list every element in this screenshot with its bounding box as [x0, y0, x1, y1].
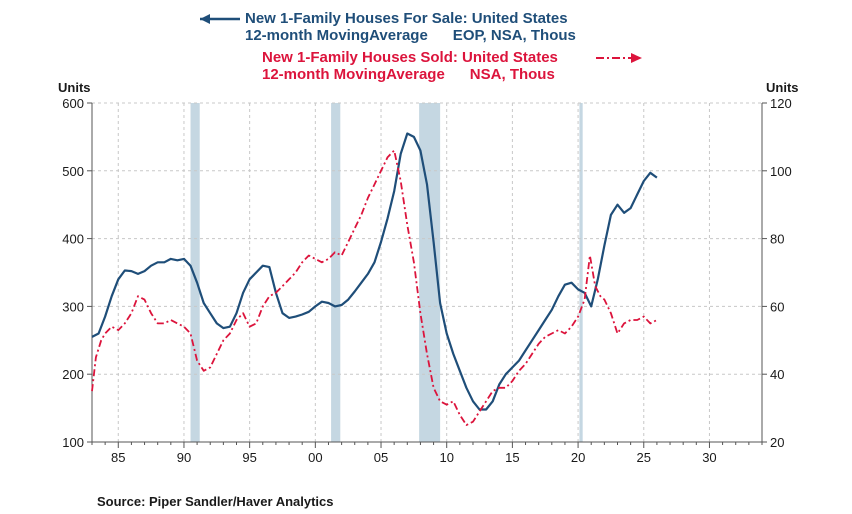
right-tick-label: 40	[770, 367, 784, 382]
recession-band	[331, 103, 341, 442]
tick-labels: 100 200 300 400 500 600 20 40 60 80 100 120 85 90 95 00…	[62, 96, 791, 465]
axes	[87, 102, 767, 448]
recession-band	[579, 103, 583, 442]
left-tick-label: 400	[62, 232, 84, 247]
legend-series2-line1: New 1-Family Houses Sold: United States	[262, 49, 558, 66]
left-tick-label: 500	[62, 164, 84, 179]
left-axis-label: Units	[58, 80, 91, 95]
legend-series1-line1: New 1-Family Houses For Sale: United Sta…	[245, 10, 568, 27]
right-tick-label: 120	[770, 96, 792, 111]
legend-series2-line2: 12-month MovingAverage NSA, Thous	[262, 66, 555, 83]
x-tick-label: 95	[242, 450, 256, 465]
recession-band	[190, 103, 200, 442]
x-tick-label: 90	[177, 450, 191, 465]
right-tick-label: 60	[770, 299, 784, 314]
series-sold-line	[91, 149, 658, 426]
right-tick-label: 20	[770, 435, 784, 450]
recession-band	[419, 103, 441, 442]
x-tick-label: 05	[374, 450, 388, 465]
recession-bands	[190, 103, 583, 442]
left-tick-label: 600	[62, 96, 84, 111]
right-axis-label: Units	[766, 80, 799, 95]
x-tick-label: 10	[439, 450, 453, 465]
source-note: Source: Piper Sandler/Haver Analytics	[97, 494, 334, 509]
left-tick-label: 100	[62, 435, 84, 450]
legend-series1-line2: 12-month MovingAverage EOP, NSA, Thous	[245, 27, 576, 44]
legend-arrows	[200, 14, 642, 63]
x-tick-label: 15	[505, 450, 519, 465]
legend-arrow-right-icon	[631, 53, 642, 63]
legend-arrow-left-icon	[200, 14, 210, 24]
left-tick-label: 300	[62, 299, 84, 314]
series-lines	[91, 132, 658, 426]
right-tick-label: 80	[770, 232, 784, 247]
x-tick-label: 85	[111, 450, 125, 465]
x-tick-label: 00	[308, 450, 322, 465]
gridlines	[92, 102, 762, 442]
x-tick-label: 25	[637, 450, 651, 465]
right-tick-label: 100	[770, 164, 792, 179]
left-tick-label: 200	[62, 367, 84, 382]
x-tick-label: 30	[702, 450, 716, 465]
x-tick-label: 20	[571, 450, 585, 465]
series-for-sale-line	[91, 132, 658, 411]
